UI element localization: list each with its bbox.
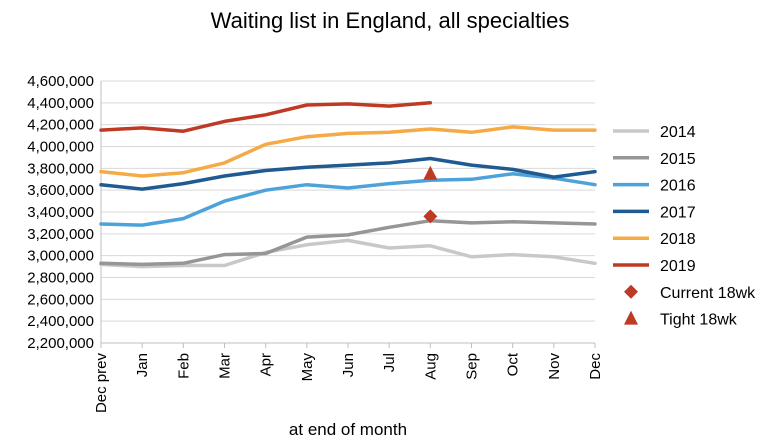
y-tick-label: 3,200,000 [27,226,94,243]
series-line-2018 [99,125,597,178]
series-line-2017 [99,156,597,191]
x-tick-label: Nov [546,353,563,380]
series-line-2016 [99,172,597,227]
y-tick-label: 4,400,000 [27,95,94,112]
x-tick-label: Jul [381,353,398,372]
y-tick-label: 3,800,000 [27,160,94,177]
x-axis-title: at end of month [289,420,407,439]
y-tick-label: 3,000,000 [27,248,94,265]
x-tick-label: Sep [464,353,481,380]
x-tick-label: Feb [175,353,192,379]
series-line-2015 [99,218,597,267]
series-line-2019 [99,101,433,133]
marker-current-18wk [423,209,438,224]
y-tick-label: 4,200,000 [27,117,94,134]
legend-label: 2014 [660,124,696,141]
legend-label: 2019 [660,258,696,275]
x-tick-label: Jan [134,353,151,377]
x-tick-label: Oct [505,352,522,376]
legend-label: 2018 [660,231,696,248]
legend-marker [624,284,638,299]
y-tick-label: 2,400,000 [27,313,94,330]
legend-label: 2015 [660,151,696,168]
marker-tight-18wk [423,165,438,180]
x-tick-label: Jun [340,353,357,377]
legend-marker [624,310,638,325]
x-tick-label: Dec prev [93,353,110,414]
y-tick-label: 2,600,000 [27,291,94,308]
series-line-2014 [99,238,597,269]
y-tick-label: 2,800,000 [27,270,94,287]
x-tick-label: Dec [587,353,604,380]
x-tick-label: Mar [217,353,234,379]
legend-label: 2016 [660,178,696,195]
y-tick-label: 3,600,000 [27,182,94,199]
y-tick-label: 3,400,000 [27,204,94,221]
y-tick-label: 2,200,000 [27,335,94,352]
legend-label: 2017 [660,204,696,221]
y-tick-label: 4,000,000 [27,139,94,156]
chart-title: Waiting list in England, all specialties [210,8,570,33]
legend-label: Current 18wk [660,285,756,302]
x-tick-label: Apr [258,353,275,376]
x-tick-label: May [299,353,316,382]
legend-label: Tight 18wk [660,312,738,329]
x-tick-label: Aug [422,353,439,380]
y-tick-label: 4,600,000 [27,73,94,90]
